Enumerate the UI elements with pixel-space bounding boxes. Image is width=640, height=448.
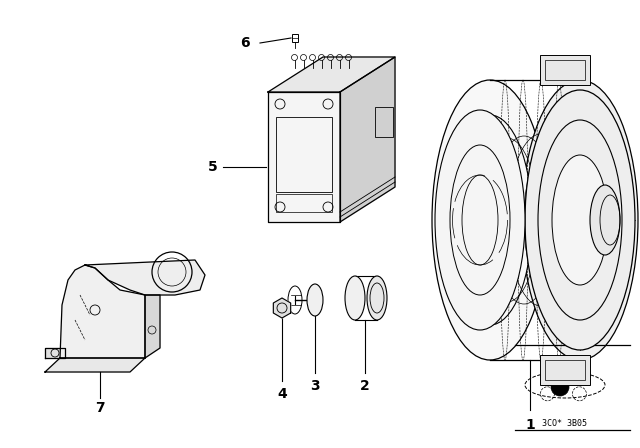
Circle shape: [551, 378, 569, 396]
Polygon shape: [340, 57, 395, 222]
Ellipse shape: [432, 80, 548, 360]
Text: 5: 5: [208, 160, 218, 174]
Bar: [375, 107, 393, 137]
Ellipse shape: [367, 276, 387, 320]
Polygon shape: [85, 260, 205, 295]
Ellipse shape: [345, 276, 365, 320]
Ellipse shape: [435, 110, 525, 330]
Ellipse shape: [522, 80, 638, 360]
Polygon shape: [45, 348, 65, 358]
Ellipse shape: [590, 185, 620, 255]
Polygon shape: [45, 358, 145, 372]
Bar: [276, 117, 332, 192]
Ellipse shape: [307, 284, 323, 316]
Bar: [276, 194, 332, 212]
Polygon shape: [268, 92, 340, 222]
Bar: [540, 55, 590, 85]
Polygon shape: [145, 295, 160, 358]
Polygon shape: [60, 265, 145, 358]
Bar: [292, 34, 298, 42]
Text: 2: 2: [360, 379, 370, 393]
Bar: [545, 60, 585, 80]
Bar: [540, 355, 590, 385]
Text: 4: 4: [277, 387, 287, 401]
Text: 3CO* 3B05: 3CO* 3B05: [543, 419, 588, 428]
Ellipse shape: [525, 90, 635, 350]
Bar: [545, 360, 585, 380]
Polygon shape: [273, 298, 291, 318]
Text: 1: 1: [525, 418, 535, 432]
Text: 6: 6: [240, 36, 250, 50]
Ellipse shape: [552, 155, 608, 285]
Text: 7: 7: [95, 401, 105, 415]
Polygon shape: [268, 57, 395, 92]
Text: 3: 3: [310, 379, 320, 393]
Ellipse shape: [448, 115, 532, 325]
